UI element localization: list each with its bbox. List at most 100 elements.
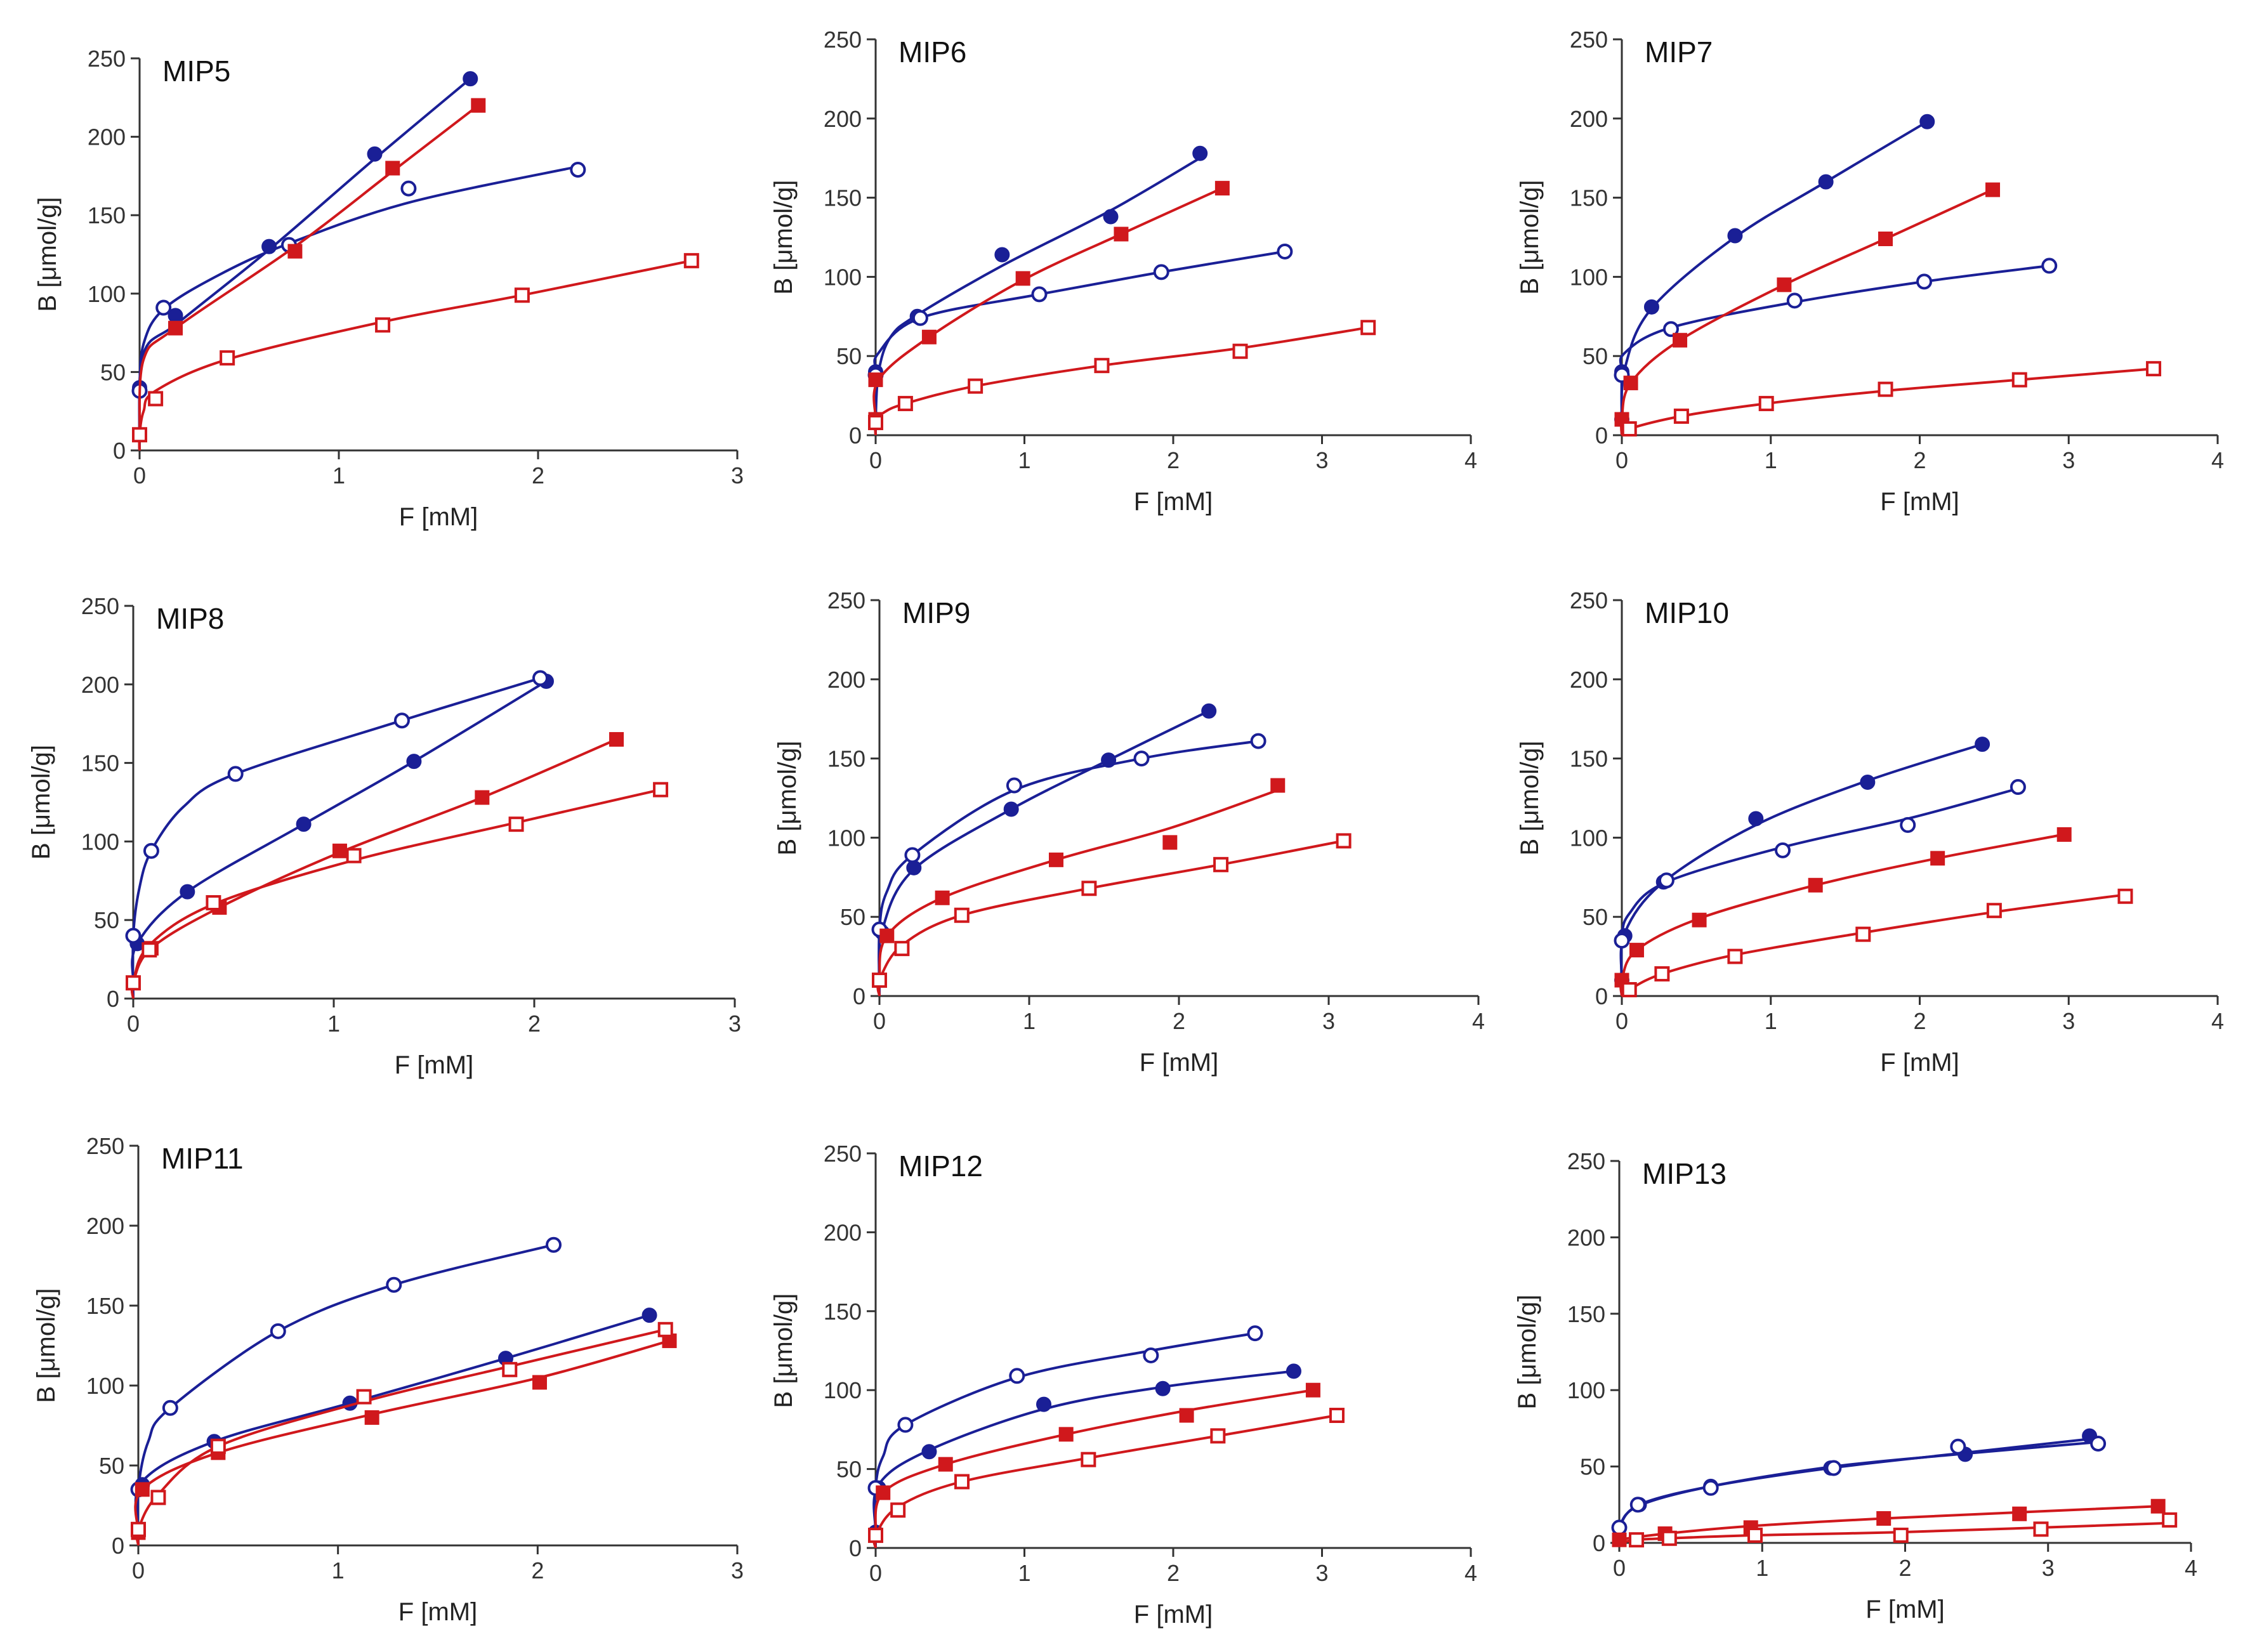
data-point [1623, 376, 1638, 391]
fit-curve [1619, 188, 1994, 436]
data-point [1808, 877, 1823, 893]
x-tick-label: 2 [1898, 1555, 1911, 1581]
data-point [1919, 114, 1935, 129]
y-tick-label: 0 [1595, 423, 1608, 449]
y-tick-label: 0 [853, 983, 865, 1009]
data-point [868, 415, 883, 431]
y-tick-label: 50 [836, 343, 862, 369]
y-tick-label: 0 [107, 986, 119, 1012]
series-red-open [868, 1408, 1345, 1549]
series-blue-open [867, 1325, 1263, 1549]
x-tick-label: 3 [1315, 447, 1328, 473]
y-tick-label: 250 [81, 593, 119, 619]
data-point [1305, 1382, 1320, 1398]
data-point [1155, 1380, 1171, 1396]
data-point [1611, 1519, 1628, 1536]
y-tick-label: 250 [827, 587, 865, 613]
data-point [132, 427, 147, 443]
y-tick-label: 150 [88, 202, 126, 228]
fit-curve [878, 709, 1210, 997]
data-point [1692, 912, 1707, 928]
data-point [1826, 1460, 1842, 1476]
data-point [1103, 209, 1119, 225]
panel-title: MIP12 [898, 1150, 983, 1183]
data-point [1702, 1479, 1719, 1496]
y-axis-label: B [μmol/g] [770, 1294, 798, 1408]
data-point [1860, 775, 1876, 790]
data-point [532, 1375, 547, 1390]
data-point [386, 1276, 402, 1293]
x-tick-label: 2 [1167, 1560, 1180, 1586]
y-tick-label: 150 [827, 746, 865, 772]
fit-curve [131, 788, 661, 999]
data-point [1876, 1511, 1891, 1526]
series-blue-filled [126, 673, 554, 999]
data-point [1855, 926, 1871, 942]
series-blue-filled [1612, 1428, 2098, 1544]
data-point [1777, 277, 1792, 292]
fit-curve [876, 839, 1344, 997]
y-tick-label: 250 [1570, 27, 1608, 53]
data-point [879, 928, 895, 943]
series-blue-filled [131, 1308, 657, 1546]
y-tick-label: 50 [1580, 1454, 1605, 1480]
data-point [1878, 231, 1893, 246]
data-point [400, 180, 417, 197]
data-point [2011, 372, 2027, 388]
fit-curve [138, 104, 480, 451]
fit-curve [1619, 833, 2065, 997]
fit-curve [136, 1243, 554, 1546]
y-tick-label: 200 [81, 672, 119, 698]
data-point [220, 350, 235, 366]
data-point [1036, 1396, 1051, 1412]
data-point [1006, 777, 1022, 794]
x-tick-label: 0 [133, 462, 146, 488]
fit-curve [1616, 1441, 2098, 1544]
data-point [1658, 872, 1674, 889]
series-blue-open [1614, 779, 2026, 997]
data-point [1213, 856, 1229, 872]
data-point [2146, 361, 2162, 377]
series-red-open [1619, 1512, 2178, 1548]
y-axis-label: B [μmol/g] [770, 180, 798, 295]
data-point [570, 162, 586, 178]
data-point [1081, 881, 1097, 896]
data-point [1360, 320, 1376, 336]
y-tick-label: 200 [86, 1213, 124, 1239]
data-point [1015, 271, 1030, 286]
panel-title: MIP7 [1645, 36, 1713, 69]
y-tick-label: 0 [1595, 983, 1608, 1009]
x-tick-label: 0 [869, 1560, 882, 1586]
fit-curve [878, 789, 1279, 997]
series-red-filled [868, 181, 1230, 436]
data-point [1232, 343, 1248, 359]
y-tick-label: 150 [824, 1299, 862, 1325]
y-tick-label: 200 [1567, 1224, 1605, 1250]
data-point [921, 1444, 937, 1460]
data-point [180, 884, 195, 900]
panel-title: MIP6 [898, 36, 966, 69]
data-point [868, 1528, 883, 1544]
series-blue-open [125, 670, 548, 999]
x-tick-label: 4 [1472, 1008, 1485, 1034]
x-tick-label: 1 [1018, 1560, 1030, 1586]
data-point [364, 1410, 379, 1425]
chart-panel-mip8: 0 50 100 150 200 250 0 1 2 3 F [mM] B [μmol/g] MIP8 [27, 593, 741, 1079]
y-axis-label: B [μmol/g] [27, 745, 55, 860]
data-point [546, 1236, 562, 1253]
data-point [1048, 852, 1063, 867]
y-tick-label: 200 [1570, 106, 1608, 132]
y-tick-label: 100 [1570, 264, 1608, 290]
fit-curve [130, 738, 617, 999]
data-point [1673, 332, 1688, 348]
y-tick-label: 200 [824, 106, 862, 132]
fit-curve [1619, 1521, 2170, 1544]
data-point [1277, 243, 1293, 259]
data-point [2012, 1506, 2027, 1521]
y-tick-label: 100 [824, 264, 862, 290]
data-point [1614, 933, 1630, 949]
data-point [1621, 421, 1637, 437]
x-tick-label: 3 [2062, 447, 2075, 473]
panel-title: MIP8 [156, 602, 224, 635]
y-tick-label: 100 [827, 825, 865, 851]
